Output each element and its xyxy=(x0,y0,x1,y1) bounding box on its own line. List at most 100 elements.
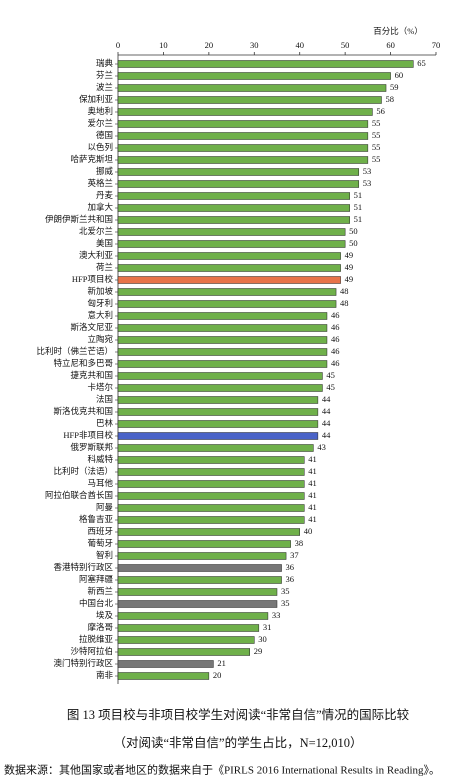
bar xyxy=(117,612,269,620)
x-tick-label: 70 xyxy=(432,40,441,50)
bar xyxy=(117,396,319,404)
bar xyxy=(117,384,323,392)
y-tick-label: 阿塞拜疆 xyxy=(79,574,114,584)
bar xyxy=(117,624,260,632)
bar xyxy=(117,516,305,524)
bar xyxy=(117,432,319,440)
value-label: 55 xyxy=(372,118,381,128)
value-label: 38 xyxy=(295,538,304,548)
bar xyxy=(117,96,382,104)
y-tick-label: 波兰 xyxy=(96,82,113,92)
bar xyxy=(117,156,369,164)
value-label: 30 xyxy=(258,634,267,644)
bar xyxy=(117,324,328,332)
value-label: 41 xyxy=(308,478,317,488)
y-tick-label: 哈萨克斯坦 xyxy=(70,154,113,164)
y-tick-label: 埃及 xyxy=(96,610,114,620)
y-tick-label: 香港特别行政区 xyxy=(53,562,113,572)
y-tick-label: 澳门特别行政区 xyxy=(53,658,113,668)
bar xyxy=(117,240,346,248)
y-tick-label: 比利时（佛兰芒语） xyxy=(36,346,113,356)
value-label: 31 xyxy=(263,622,272,632)
bar xyxy=(117,300,337,308)
x-tick-label: 50 xyxy=(341,40,350,50)
y-tick-label: 爱尔兰 xyxy=(87,118,113,128)
x-tick-label: 20 xyxy=(205,40,214,50)
value-label: 50 xyxy=(349,238,358,248)
value-label: 41 xyxy=(308,514,317,524)
bar xyxy=(117,648,250,656)
y-tick-label: 科威特 xyxy=(87,454,113,464)
value-label: 50 xyxy=(349,226,358,236)
value-label: 33 xyxy=(272,610,281,620)
bar xyxy=(117,228,346,236)
y-tick-label: 中国台北 xyxy=(79,598,114,608)
value-label: 55 xyxy=(372,130,381,140)
y-tick-label: 捷克共和国 xyxy=(70,370,113,380)
value-label: 46 xyxy=(331,358,340,368)
y-tick-label: 巴林 xyxy=(96,418,114,428)
value-label: 44 xyxy=(322,406,331,416)
value-label: 45 xyxy=(326,382,335,392)
value-label: 48 xyxy=(340,286,349,296)
value-label: 44 xyxy=(322,430,331,440)
y-tick-label: 加拿大 xyxy=(87,202,113,212)
y-tick-label: 卡塔尔 xyxy=(87,382,113,392)
value-label: 45 xyxy=(326,370,335,380)
x-tick-label: 40 xyxy=(295,40,304,50)
bar xyxy=(117,192,350,200)
y-tick-label: 芬兰 xyxy=(96,70,113,80)
bar xyxy=(117,252,341,260)
y-tick-label: 荷兰 xyxy=(96,262,113,272)
bar xyxy=(117,540,291,548)
bar xyxy=(117,504,305,512)
value-label: 49 xyxy=(345,250,354,260)
value-label: 41 xyxy=(308,454,317,464)
value-label: 49 xyxy=(345,262,354,272)
bar xyxy=(117,204,350,212)
value-label: 20 xyxy=(213,670,222,680)
y-tick-label: 南非 xyxy=(96,670,114,680)
bar xyxy=(117,144,369,152)
y-tick-label: 阿拉伯联合酋长国 xyxy=(45,490,113,500)
x-tick-label: 10 xyxy=(159,40,168,50)
bar xyxy=(117,444,314,452)
bar xyxy=(117,348,328,356)
bar xyxy=(117,60,414,68)
value-label: 46 xyxy=(331,346,340,356)
value-label: 41 xyxy=(308,502,317,512)
bar xyxy=(117,216,350,224)
bar xyxy=(117,180,360,188)
value-label: 46 xyxy=(331,322,340,332)
bar xyxy=(117,360,328,368)
subcaption: （对阅读“非常自信”的学生占比，N=12,010） xyxy=(113,735,362,750)
x-tick-label: 30 xyxy=(250,40,259,50)
x-tick-label: 0 xyxy=(116,40,120,50)
y-tick-label: 俄罗斯联邦 xyxy=(70,442,113,452)
y-tick-label: 立陶宛 xyxy=(87,334,113,344)
y-tick-label: 沙特阿拉伯 xyxy=(70,646,113,656)
bar xyxy=(117,168,360,176)
value-label: 44 xyxy=(322,394,331,404)
y-tick-label: 马耳他 xyxy=(87,478,113,488)
bar xyxy=(117,456,305,464)
y-tick-label: HFP项目校 xyxy=(72,274,114,284)
y-tick-label: 斯洛伐克共和国 xyxy=(53,406,113,416)
y-tick-label: 新西兰 xyxy=(87,586,113,596)
bar xyxy=(117,132,369,140)
value-label: 41 xyxy=(308,466,317,476)
y-tick-label: 丹麦 xyxy=(96,190,114,200)
bar xyxy=(117,636,255,644)
value-label: 35 xyxy=(281,598,290,608)
y-tick-label: 阿曼 xyxy=(96,502,114,512)
bar xyxy=(117,84,387,92)
bar xyxy=(117,600,278,608)
value-label: 60 xyxy=(395,70,404,80)
value-label: 46 xyxy=(331,334,340,344)
y-tick-label: 意大利 xyxy=(87,310,113,320)
value-label: 51 xyxy=(354,214,363,224)
value-label: 36 xyxy=(286,574,295,584)
bar xyxy=(117,588,278,596)
bar xyxy=(117,264,341,272)
